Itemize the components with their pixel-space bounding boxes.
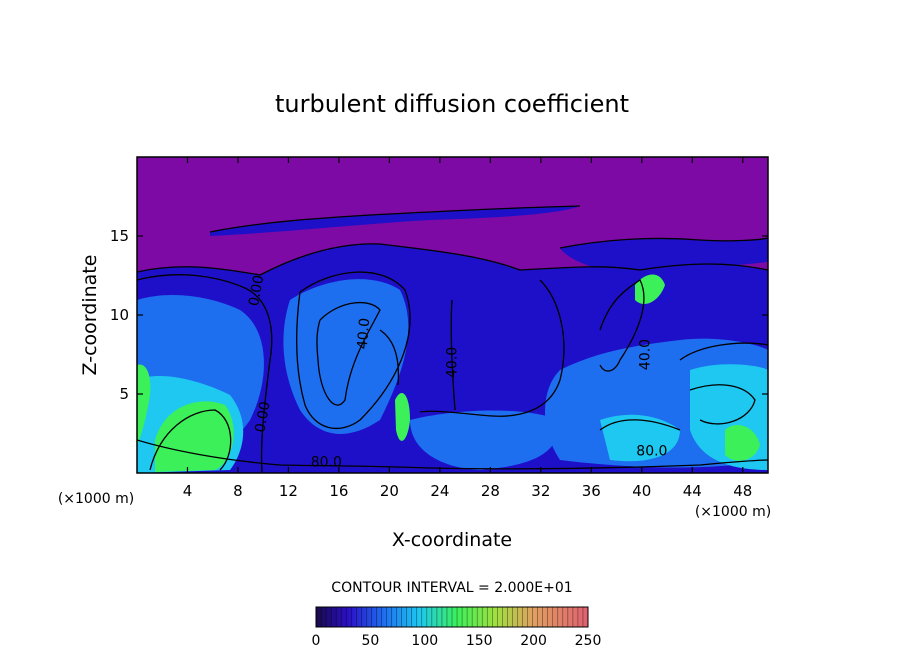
green-region [635,274,665,305]
x-tick-label: 28 [481,482,500,500]
x-tick-label: 44 [683,482,702,500]
x-tick-label: 4 [183,482,193,500]
contour-interval-label: CONTOUR INTERVAL = 2.000E+01 [331,580,572,596]
y-axis-label: Z-coordinate [79,255,101,376]
x-tick-label: 16 [329,482,348,500]
colorbar-tick-label: 250 [575,633,602,649]
x-axis-label: X-coordinate [392,529,512,551]
colorbar-tick-label: 0 [312,633,321,649]
colorbar: 0 50 100 150 200 250 [312,606,602,649]
colorbar-tick-label: 50 [361,633,379,649]
x-tick-label: 24 [430,482,449,500]
upper-streak-region [210,206,580,236]
contour-label: 80.0 [311,455,342,471]
contour-label: 40.0 [637,339,653,370]
x-axis-unit-left: (×1000 m) [58,491,134,507]
y-axis: 5 10 15 [110,227,768,403]
green-region [725,425,760,461]
colorbar-tick-labels: 0 50 100 150 200 250 [312,633,602,649]
x-tick-label: 36 [582,482,601,500]
x-tick-label: 40 [632,482,651,500]
contour-label: 40.0 [355,317,374,349]
colorbar-tick-label: 100 [411,633,438,649]
green-region [395,392,410,441]
blue-eddy-region [283,279,409,434]
x-tick-label: 12 [279,482,298,500]
contour-labels: 40.0 40.0 80.0 0.00 80.0 40.0 0.00 [246,274,667,471]
x-tick-label: 48 [733,482,752,500]
blue-eddy-region [410,410,560,470]
colorbar-tick-label: 150 [466,633,493,649]
colorbar-tick-label: 200 [520,633,547,649]
upper-streak-region [560,238,768,275]
y-tick-label: 15 [110,227,129,245]
heatmap-field [137,157,768,473]
contour-label: 0.00 [246,274,267,307]
contour-lines [137,205,768,473]
y-tick-label: 10 [110,306,129,324]
x-axis-unit-right: (×1000 m) [695,504,771,520]
colorbar-stripes [320,607,584,627]
contour-label: 40.0 [444,347,460,378]
green-region [155,401,234,472]
contour-label: 0.00 [252,400,273,433]
y-tick-label: 5 [119,385,129,403]
chart-title: turbulent diffusion coefficient [275,90,629,118]
x-tick-label: 32 [531,482,550,500]
x-tick-label: 8 [233,482,243,500]
green-region [137,364,151,445]
x-axis: 4 8 12 16 20 24 28 32 36 40 44 48 [183,157,752,500]
colorbar-frame [315,606,589,628]
contour-label: 80.0 [636,444,667,460]
x-tick-label: 20 [380,482,399,500]
cyan-region [600,414,680,462]
